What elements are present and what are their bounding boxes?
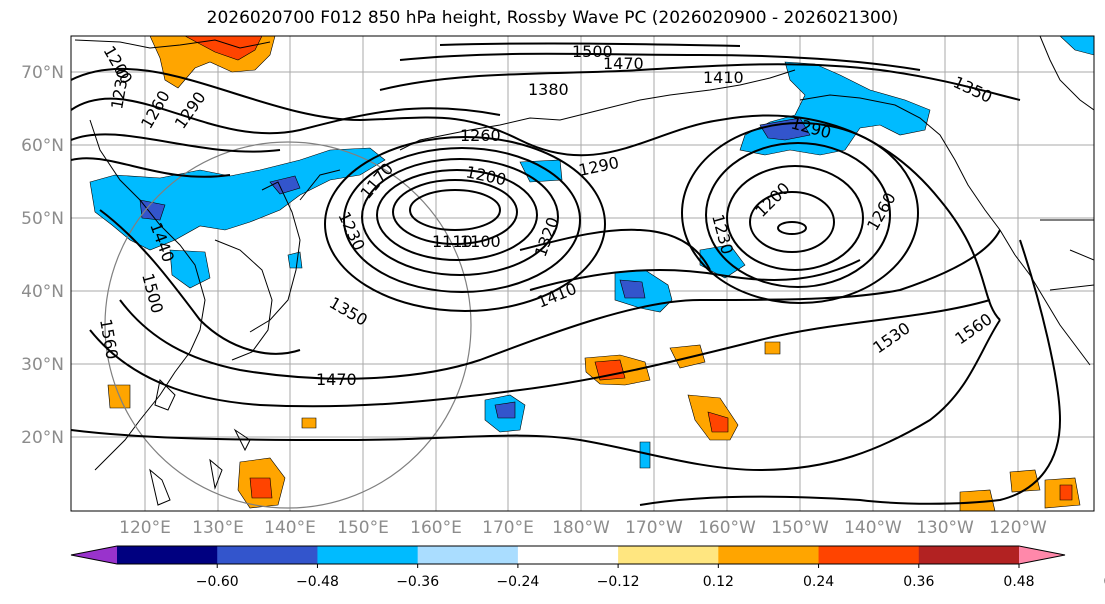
colorbar-tick-label: −0.48 xyxy=(296,574,339,590)
negative-anomaly-region xyxy=(619,279,646,299)
colorbar-segment xyxy=(618,546,719,564)
colorbar-segment xyxy=(918,546,1020,564)
colorbar-tick-label: 0.24 xyxy=(803,574,834,590)
lat-label: 40°N xyxy=(21,282,64,302)
positive-anomaly-region xyxy=(594,359,626,381)
figure-title: 2026020700 F012 850 hPa height, Rossby W… xyxy=(206,8,899,28)
contour-label: 1470 xyxy=(603,54,644,73)
contour-label: 1100 xyxy=(460,232,501,251)
colorbar-tick-label: 0.36 xyxy=(903,574,934,590)
colorbar-tick-label: −0.24 xyxy=(496,574,539,590)
contour-label: 1500 xyxy=(572,42,613,61)
lat-label: 60°N xyxy=(21,136,64,156)
map-border xyxy=(70,35,1095,512)
negative-anomaly-region xyxy=(699,244,746,279)
height-contours xyxy=(71,42,1062,506)
contour-label: 1380 xyxy=(528,80,569,99)
positive-anomaly-region xyxy=(707,411,729,433)
lon-label: 160°W xyxy=(698,518,756,538)
lon-label: 160°E xyxy=(410,518,462,538)
contour-label: 1110 xyxy=(432,232,473,251)
contour-label: 1410 xyxy=(703,68,744,87)
positive-anomaly-region xyxy=(764,341,781,355)
lon-label: 150°W xyxy=(771,518,829,538)
longitude-axis: 120°E 130°E 140°E 150°E 160°E 170°E 180°… xyxy=(119,518,1047,538)
lon-label: 130°W xyxy=(916,518,974,538)
lon-label: 130°E xyxy=(192,518,244,538)
lon-label: 140°E xyxy=(264,518,316,538)
contour-label: 1260 xyxy=(460,126,501,145)
lon-label: 140°W xyxy=(844,518,902,538)
anomaly-shading xyxy=(89,36,1094,511)
negative-anomaly-region xyxy=(287,251,303,269)
negative-anomaly-region xyxy=(139,199,166,221)
colorbar-segment xyxy=(217,546,318,564)
colorbar-tick-label: 0.48 xyxy=(1003,574,1034,590)
colorbar-outline xyxy=(70,545,1066,565)
colorbar-segment xyxy=(818,546,920,564)
lon-label: 170°W xyxy=(625,518,683,538)
lon-label: 120°W xyxy=(989,518,1047,538)
lat-label: 50°N xyxy=(21,209,64,229)
colorbar-extend-low xyxy=(71,546,117,564)
negative-anomaly-region xyxy=(639,441,651,469)
colorbar-segment xyxy=(417,546,519,564)
lat-label: 30°N xyxy=(21,355,64,375)
colorbar-extend-high xyxy=(1019,546,1065,564)
lon-label: 120°E xyxy=(119,518,171,538)
negative-anomaly-region xyxy=(89,147,386,251)
positive-anomaly-region xyxy=(1009,469,1041,493)
lon-label: 150°E xyxy=(337,518,389,538)
negative-anomaly-region xyxy=(269,175,301,195)
lon-label: 170°E xyxy=(482,518,534,538)
negative-anomaly-region xyxy=(1059,36,1094,56)
colorbar-tick-label: −0.60 xyxy=(196,574,239,590)
positive-anomaly-region xyxy=(959,489,996,511)
positive-anomaly-region xyxy=(1059,484,1073,501)
colorbar-tick-label: −0.36 xyxy=(396,574,439,590)
colorbar-segment xyxy=(718,546,820,564)
lat-label: 70°N xyxy=(21,63,64,83)
positive-anomaly-region xyxy=(249,477,273,499)
colorbar-segment xyxy=(317,546,419,564)
coastlines xyxy=(74,36,1094,506)
lat-label: 20°N xyxy=(21,428,64,448)
colorbar: −0.60 −0.48 −0.36 −0.24 −0.12 0.12 0.24 0.36 0.4… xyxy=(70,545,1105,590)
positive-anomaly-region xyxy=(301,417,317,429)
latitude-axis: 70°N 60°N 50°N 40°N 30°N 20°N xyxy=(21,63,64,448)
colorbar-tick-label: 0.12 xyxy=(703,574,734,590)
colorbar-segment xyxy=(517,546,619,564)
reference-circle xyxy=(104,141,472,509)
colorbar-segment xyxy=(117,546,218,564)
negative-anomaly-region xyxy=(494,401,516,419)
contour-label: 1470 xyxy=(316,370,357,389)
colorbar-tick-label: −0.12 xyxy=(597,574,640,590)
lon-label: 180°W xyxy=(552,518,610,538)
colorbar-tick-label: 0.60 xyxy=(1104,574,1105,590)
